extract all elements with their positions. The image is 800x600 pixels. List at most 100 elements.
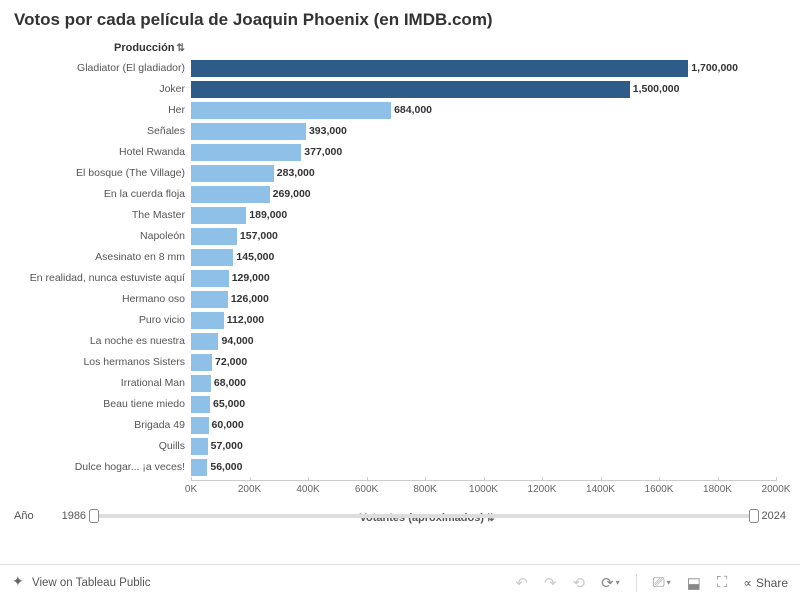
bar-row[interactable]: Dulce hogar... ¡a veces!56,000	[14, 457, 786, 477]
bar	[191, 249, 233, 266]
bar-label: Beau tiene miedo	[14, 398, 191, 410]
bar-row[interactable]: Los hermanos Sisters72,000	[14, 352, 786, 372]
x-tick: 1400K	[586, 484, 615, 495]
bar-row[interactable]: Brigada 49 60,000	[14, 415, 786, 435]
bar	[191, 417, 209, 434]
bar	[191, 123, 306, 140]
bar-row[interactable]: Her684,000	[14, 100, 786, 120]
x-tick: 200K	[238, 484, 261, 495]
bar-label: Joker	[14, 83, 191, 95]
slider-min: 1986	[62, 510, 86, 522]
bar-value: 68,000	[211, 375, 246, 392]
bar-value: 157,000	[237, 228, 278, 245]
slider-track[interactable]	[92, 514, 755, 518]
bar-row[interactable]: Asesinato en 8 mm 145,000	[14, 247, 786, 267]
bar-row[interactable]: La noche es nuestra94,000	[14, 331, 786, 351]
refresh-button[interactable]: ⟳▾	[601, 574, 620, 592]
view-on-tableau-link[interactable]: View on Tableau Public	[12, 576, 151, 590]
x-tick: 1200K	[528, 484, 557, 495]
bar	[191, 291, 228, 308]
bar-label: Señales	[14, 125, 191, 137]
bar-row[interactable]: Hermano oso 126,000	[14, 289, 786, 309]
share-icon: ∝	[743, 576, 752, 590]
bar	[191, 81, 630, 98]
fullscreen-button[interactable]: ⛶	[717, 574, 728, 591]
bar-label: Her	[14, 104, 191, 116]
bar-label: Hermano oso	[14, 293, 191, 305]
bar-track: 65,000	[191, 396, 786, 413]
bar-track: 377,000	[191, 144, 786, 161]
tableau-icon	[12, 576, 26, 590]
bar-value: 377,000	[301, 144, 342, 161]
bar-row[interactable]: Joker1,500,000	[14, 79, 786, 99]
bar-label: Puro vicio	[14, 314, 191, 326]
bar-row[interactable]: El bosque (The Village)283,000	[14, 163, 786, 183]
bar-row[interactable]: En la cuerda floja269,000	[14, 184, 786, 204]
slider-label: Año	[14, 510, 34, 522]
share-button[interactable]: ∝ Share	[743, 576, 788, 590]
bar-row[interactable]: Gladiator (El gladiador)1,700,000	[14, 58, 786, 78]
slider-handle-max[interactable]	[749, 509, 759, 523]
bar-value: 56,000	[207, 459, 242, 476]
bar-row[interactable]: Napoleón157,000	[14, 226, 786, 246]
bar-label: Irrational Man	[14, 377, 191, 389]
bar	[191, 312, 224, 329]
bar-value: 112,000	[224, 312, 264, 329]
bar-track: 393,000	[191, 123, 786, 140]
device-button[interactable]: ⎚▾	[653, 574, 671, 591]
bar	[191, 60, 688, 77]
x-tick: 1000K	[469, 484, 498, 495]
bar	[191, 438, 208, 455]
bar-value: 145,000	[233, 249, 274, 266]
bar-value: 94,000	[218, 333, 253, 350]
bar-value: 72,000	[212, 354, 247, 371]
bar-label: En la cuerda floja	[14, 188, 191, 200]
chart-title: Votos por cada película de Joaquin Phoen…	[14, 10, 786, 30]
bar-track: 157,000	[191, 228, 786, 245]
slider-handle-min[interactable]	[89, 509, 99, 523]
bar-value: 126,000	[228, 291, 269, 308]
x-tick: 1800K	[703, 484, 732, 495]
x-tick: 600K	[355, 484, 378, 495]
bar-row[interactable]: Señales393,000	[14, 121, 786, 141]
download-button[interactable]: ⬓	[687, 574, 701, 592]
bar	[191, 270, 229, 287]
bar	[191, 459, 207, 476]
bar-label: Brigada 49	[14, 419, 191, 431]
bar-track: 283,000	[191, 165, 786, 182]
undo-button[interactable]: ↶	[515, 574, 528, 592]
bar-value: 60,000	[209, 417, 244, 434]
bar-row[interactable]: Irrational Man 68,000	[14, 373, 786, 393]
bar-label: Gladiator (El gladiador)	[14, 62, 191, 74]
bar-track: 145,000	[191, 249, 786, 266]
bar-track: 126,000	[191, 291, 786, 308]
bar	[191, 396, 210, 413]
year-slider[interactable]: Año 1986 2024	[14, 510, 786, 522]
bar-label: Quills	[14, 440, 191, 452]
x-axis: 0K200K400K600K800K1000K1200K1400K1600K18…	[191, 480, 776, 500]
bar-track: 1,500,000	[191, 81, 786, 98]
bar-row[interactable]: Quills57,000	[14, 436, 786, 456]
chart-area: Producción⇅ Gladiator (El gladiador)1,70…	[14, 42, 786, 492]
bar-track: 112,000	[191, 312, 786, 329]
bar-track: 94,000	[191, 333, 786, 350]
bar-track: 1,700,000	[191, 60, 786, 77]
bar-row[interactable]: Puro vicio 112,000	[14, 310, 786, 330]
bar-track: 60,000	[191, 417, 786, 434]
bar-track: 269,000	[191, 186, 786, 203]
bar-row[interactable]: The Master189,000	[14, 205, 786, 225]
bar	[191, 144, 301, 161]
bar-label: Asesinato en 8 mm	[14, 251, 191, 263]
bar	[191, 102, 391, 119]
bar-row[interactable]: En realidad, nunca estuviste aquí129,000	[14, 268, 786, 288]
bar	[191, 228, 237, 245]
bar-row[interactable]: Beau tiene miedo65,000	[14, 394, 786, 414]
bar-row[interactable]: Hotel Rwanda 377,000	[14, 142, 786, 162]
y-axis-header: Producción⇅	[114, 42, 185, 54]
redo-button[interactable]: ↷	[544, 574, 557, 592]
bar-label: Hotel Rwanda	[14, 146, 191, 158]
bar-track: 684,000	[191, 102, 786, 119]
bar-label: El bosque (The Village)	[14, 167, 191, 179]
replay-button[interactable]: ⟲	[572, 574, 585, 592]
bar-value: 129,000	[229, 270, 270, 287]
